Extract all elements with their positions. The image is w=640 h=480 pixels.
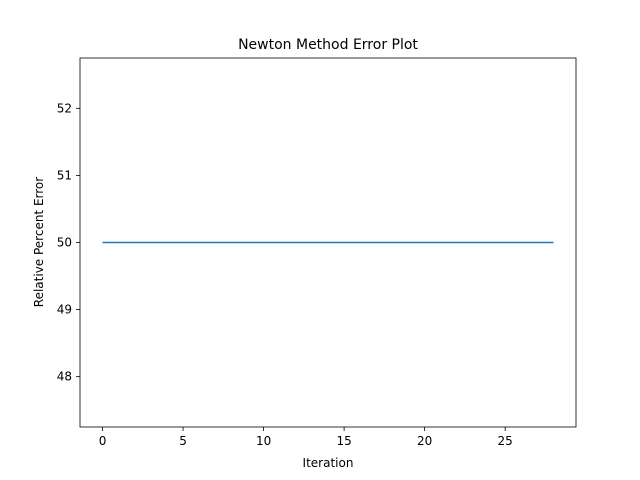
x-axis: 0 5 10 15 20 25 (99, 427, 513, 448)
y-axis-label: Relative Percent Error (32, 177, 46, 307)
x-tick-label: 10 (256, 434, 271, 448)
x-axis-label: Iteration (303, 456, 354, 470)
x-tick-label: 25 (498, 434, 513, 448)
y-tick-label: 49 (57, 303, 72, 317)
plot-area (79, 57, 577, 428)
x-tick-label: 20 (417, 434, 432, 448)
x-tick-label: 0 (99, 434, 107, 448)
y-tick-label: 52 (57, 101, 72, 115)
y-axis: 48 49 50 51 52 (57, 101, 80, 384)
y-tick-label: 50 (57, 236, 72, 250)
y-tick-label: 51 (57, 168, 72, 182)
x-tick-label: 15 (336, 434, 351, 448)
y-tick-label: 48 (57, 370, 72, 384)
x-tick-label: 5 (179, 434, 187, 448)
chart-title: Newton Method Error Plot (238, 37, 418, 53)
